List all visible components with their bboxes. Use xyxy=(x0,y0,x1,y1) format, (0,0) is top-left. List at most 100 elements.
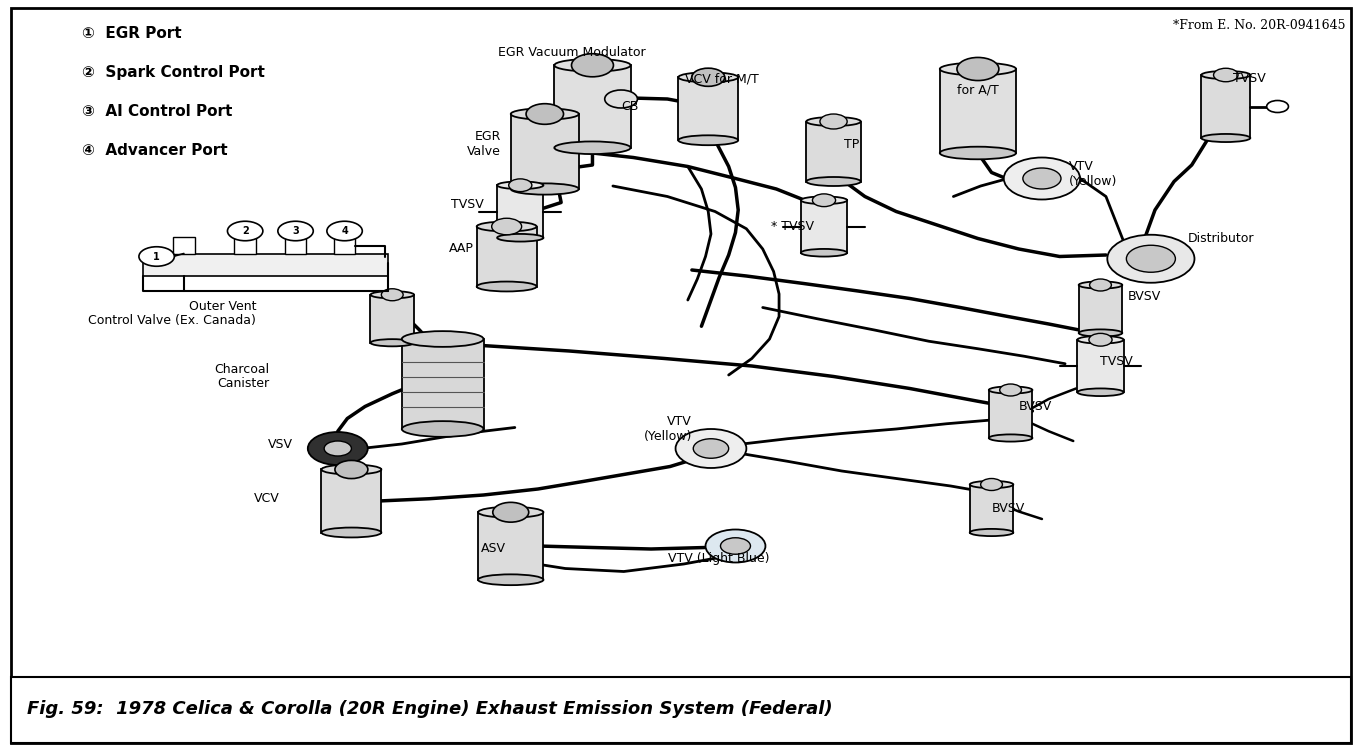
Circle shape xyxy=(227,221,263,241)
Ellipse shape xyxy=(801,196,847,204)
FancyBboxPatch shape xyxy=(801,200,847,253)
Ellipse shape xyxy=(806,177,861,186)
Ellipse shape xyxy=(1077,336,1124,344)
Ellipse shape xyxy=(678,135,738,146)
Text: ①  EGR Port: ① EGR Port xyxy=(82,26,181,41)
Text: EGR Vacuum Modulator: EGR Vacuum Modulator xyxy=(498,46,646,59)
Circle shape xyxy=(1088,333,1111,346)
Circle shape xyxy=(1126,245,1175,272)
Ellipse shape xyxy=(554,142,631,154)
Ellipse shape xyxy=(511,108,579,119)
Ellipse shape xyxy=(477,221,537,232)
Circle shape xyxy=(1267,100,1288,112)
Text: Distributor: Distributor xyxy=(1188,232,1254,245)
Text: TVSV: TVSV xyxy=(451,197,484,211)
Circle shape xyxy=(327,221,362,241)
FancyBboxPatch shape xyxy=(940,69,1016,153)
Ellipse shape xyxy=(497,234,543,242)
Text: for A/T: for A/T xyxy=(957,83,998,97)
Text: ASV: ASV xyxy=(481,542,505,556)
Text: 2: 2 xyxy=(242,226,248,236)
Circle shape xyxy=(957,58,998,80)
Text: ④  Advancer Port: ④ Advancer Port xyxy=(82,143,227,158)
Text: TVSV: TVSV xyxy=(1100,355,1133,368)
Ellipse shape xyxy=(989,386,1032,394)
Text: AAP: AAP xyxy=(449,242,474,256)
FancyBboxPatch shape xyxy=(477,226,537,286)
Circle shape xyxy=(1004,158,1080,200)
Text: 3: 3 xyxy=(293,226,298,236)
FancyBboxPatch shape xyxy=(554,65,631,148)
Circle shape xyxy=(139,247,174,266)
FancyBboxPatch shape xyxy=(989,390,1032,438)
Text: VTV (Light Blue): VTV (Light Blue) xyxy=(669,552,770,566)
Text: VTV
(Yellow): VTV (Yellow) xyxy=(643,416,692,442)
Ellipse shape xyxy=(478,574,543,585)
Ellipse shape xyxy=(554,59,631,71)
Circle shape xyxy=(278,221,313,241)
FancyBboxPatch shape xyxy=(497,185,543,238)
Text: VSV: VSV xyxy=(268,437,293,451)
FancyBboxPatch shape xyxy=(511,114,579,189)
Text: CB: CB xyxy=(621,100,639,113)
Ellipse shape xyxy=(478,507,543,518)
Circle shape xyxy=(1107,235,1194,283)
Text: TP: TP xyxy=(844,137,859,151)
FancyBboxPatch shape xyxy=(285,237,306,254)
Ellipse shape xyxy=(806,117,861,126)
Ellipse shape xyxy=(511,184,579,195)
FancyBboxPatch shape xyxy=(11,676,1351,742)
Ellipse shape xyxy=(989,434,1032,442)
FancyBboxPatch shape xyxy=(1079,285,1122,333)
Circle shape xyxy=(820,114,847,129)
Circle shape xyxy=(526,104,564,125)
Circle shape xyxy=(706,530,765,562)
Circle shape xyxy=(492,218,522,235)
Circle shape xyxy=(605,90,637,108)
FancyBboxPatch shape xyxy=(321,470,381,532)
FancyBboxPatch shape xyxy=(1077,340,1124,392)
Ellipse shape xyxy=(321,527,381,538)
Ellipse shape xyxy=(1079,329,1122,337)
Text: Outer Vent
Control Valve (Ex. Canada): Outer Vent Control Valve (Ex. Canada) xyxy=(89,300,256,327)
Text: 1: 1 xyxy=(154,251,159,262)
Text: BVSV: BVSV xyxy=(992,502,1024,515)
Ellipse shape xyxy=(801,249,847,256)
Text: *From E. No. 20R-0941645: *From E. No. 20R-0941645 xyxy=(1173,19,1346,32)
FancyBboxPatch shape xyxy=(234,237,256,254)
Circle shape xyxy=(493,503,528,522)
Circle shape xyxy=(692,68,725,86)
FancyBboxPatch shape xyxy=(678,77,738,140)
Ellipse shape xyxy=(1079,281,1122,289)
FancyBboxPatch shape xyxy=(370,295,414,343)
Text: Fig. 59:  1978 Celica & Corolla (20R Engine) Exhaust Emission System (Federal): Fig. 59: 1978 Celica & Corolla (20R Engi… xyxy=(27,700,834,718)
Ellipse shape xyxy=(1201,134,1250,142)
Text: VCV: VCV xyxy=(253,492,279,506)
FancyBboxPatch shape xyxy=(1201,75,1250,138)
Text: VTV
(Yellow): VTV (Yellow) xyxy=(1069,160,1118,188)
Ellipse shape xyxy=(1201,71,1250,79)
FancyBboxPatch shape xyxy=(11,8,1351,742)
Circle shape xyxy=(812,194,835,207)
Ellipse shape xyxy=(1077,388,1124,396)
Ellipse shape xyxy=(940,63,1016,75)
Ellipse shape xyxy=(940,147,1016,159)
Circle shape xyxy=(381,289,403,301)
Circle shape xyxy=(676,429,746,468)
Text: EGR
Valve: EGR Valve xyxy=(467,130,501,158)
FancyBboxPatch shape xyxy=(402,339,484,429)
FancyBboxPatch shape xyxy=(334,237,355,254)
Ellipse shape xyxy=(970,529,1013,536)
Text: 4: 4 xyxy=(342,226,347,236)
Ellipse shape xyxy=(497,182,543,189)
Text: TVSV: TVSV xyxy=(1233,72,1265,86)
Ellipse shape xyxy=(321,464,381,475)
Text: ②  Spark Control Port: ② Spark Control Port xyxy=(82,65,264,80)
Circle shape xyxy=(981,478,1002,490)
Ellipse shape xyxy=(402,422,484,436)
FancyBboxPatch shape xyxy=(970,484,1013,532)
Text: * TVSV: * TVSV xyxy=(771,220,814,233)
Ellipse shape xyxy=(477,281,537,292)
Ellipse shape xyxy=(678,72,738,82)
Text: BVSV: BVSV xyxy=(1019,400,1051,413)
